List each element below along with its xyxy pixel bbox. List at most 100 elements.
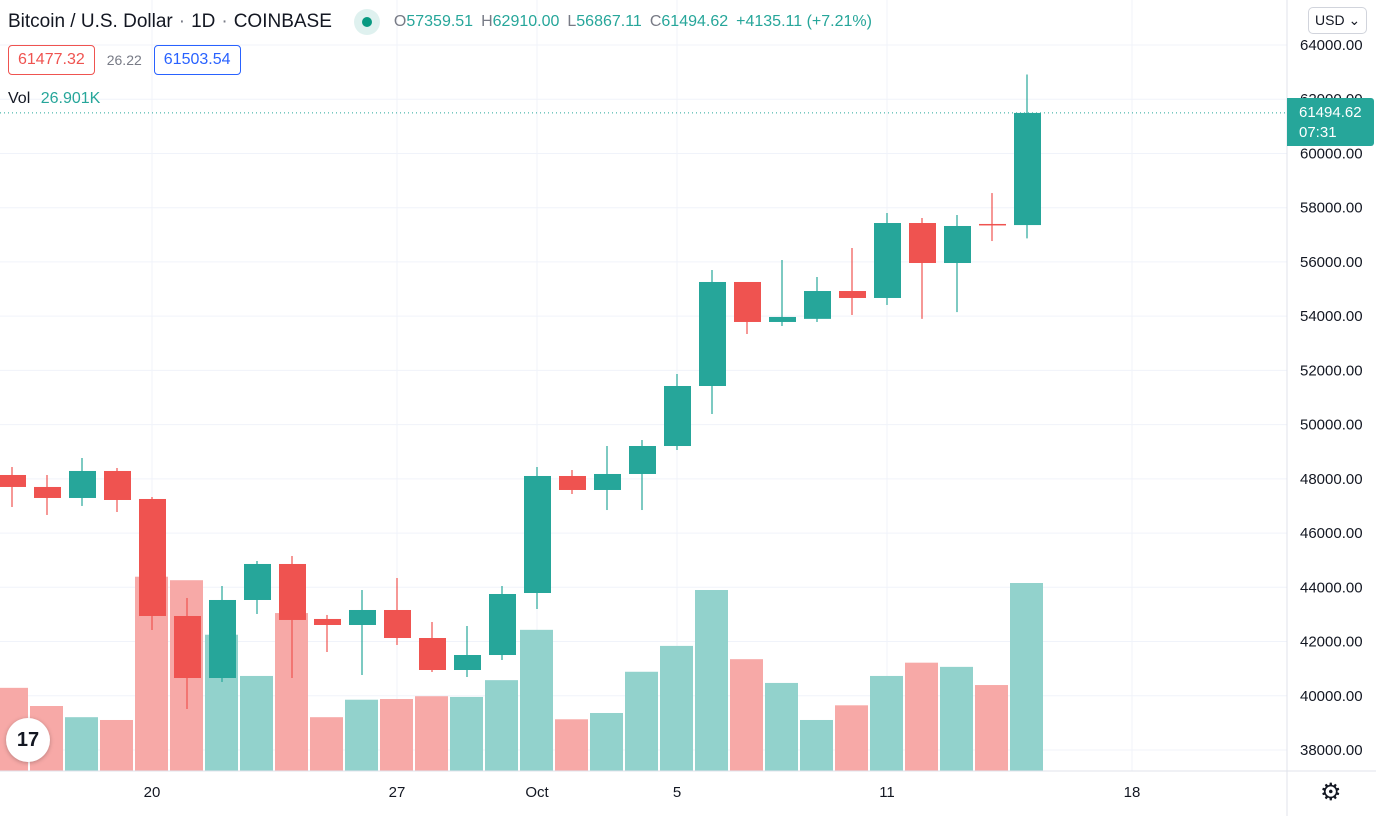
volume-bar [660, 645, 693, 771]
volume-bar [905, 662, 938, 771]
last-price-label: 61494.62 07:31 [1287, 98, 1374, 146]
close-label: C [649, 13, 662, 30]
candle-body [839, 291, 866, 298]
time-tick-label: 18 [1124, 784, 1141, 801]
volume-bar [520, 629, 553, 771]
separator: · [221, 11, 228, 32]
candle-body [0, 474, 26, 487]
time-tick-label: 20 [144, 784, 161, 801]
volume-bar [380, 699, 413, 771]
volume-bar [975, 685, 1008, 771]
candle-body [454, 655, 481, 671]
volume-bar [870, 675, 903, 771]
volume-bar [240, 675, 273, 771]
candle-body [384, 609, 411, 639]
candle-body [804, 291, 831, 319]
candle-body [979, 223, 1006, 226]
price-tick-label: 52000.00 [1300, 362, 1363, 379]
candle-body [909, 223, 936, 264]
chart-legend: Bitcoin / U.S. Dollar · 1D · COINBASE O5… [8, 9, 880, 35]
sell-button[interactable]: 61477.32 [8, 45, 95, 75]
volume-bar [345, 699, 378, 771]
interval[interactable]: 1D [191, 11, 216, 32]
candle-body [944, 225, 971, 264]
volume-bar [65, 717, 98, 771]
price-tick-label: 56000.00 [1300, 254, 1363, 271]
volume-bar [800, 719, 833, 771]
price-tick-label: 40000.00 [1300, 688, 1363, 705]
volume-bar [450, 696, 483, 771]
volume-bar [100, 719, 133, 771]
candle-body [559, 475, 586, 490]
volume-bar [415, 696, 448, 771]
volume-bar [310, 717, 343, 771]
volume-bar [625, 671, 658, 771]
bar-countdown: 07:31 [1299, 124, 1337, 141]
chevron-down-icon: ⌄ [1348, 12, 1361, 28]
volume-bar [695, 589, 728, 771]
symbol-title[interactable]: Bitcoin / U.S. Dollar [8, 11, 173, 32]
open-value: 57359.51 [406, 13, 474, 30]
low-value: 56867.11 [576, 13, 642, 30]
volume-legend: Vol 26.901K [8, 90, 100, 108]
tradingview-logo-icon[interactable]: 17 [6, 718, 50, 762]
candle-body [104, 470, 131, 500]
buy-button[interactable]: 61503.54 [153, 45, 241, 75]
candle-body [734, 281, 761, 322]
gear-icon[interactable]: ⚙ [1320, 779, 1342, 806]
open-label: O [393, 13, 407, 30]
candle-body [279, 563, 306, 620]
candle-body [594, 473, 621, 490]
candle-body [139, 498, 166, 616]
time-tick-label: Oct [525, 784, 549, 801]
currency-select[interactable]: USD ⌄ [1308, 7, 1368, 34]
low-label: L [567, 13, 577, 30]
candle-body [664, 385, 691, 447]
volume-bar [590, 712, 623, 771]
price-tick-label: 48000.00 [1300, 471, 1363, 488]
price-tick-label: 60000.00 [1300, 145, 1363, 162]
volume-bar [835, 705, 868, 771]
volume-label: Vol [8, 90, 31, 107]
candle-body [209, 599, 236, 678]
price-tick-label: 46000.00 [1300, 525, 1363, 542]
volume-bar [940, 666, 973, 771]
spread: 26.22 [106, 52, 142, 68]
candle-body [174, 615, 201, 678]
candle-body [69, 470, 96, 498]
price-tick-label: 38000.00 [1300, 742, 1363, 759]
price-tick-label: 64000.00 [1300, 37, 1363, 54]
price-tick-label: 44000.00 [1300, 579, 1363, 596]
market-status-icon[interactable] [353, 9, 380, 35]
candle-body [489, 593, 516, 656]
quote-row: 61477.32 26.22 61503.54 [8, 45, 241, 75]
price-tick-label: 50000.00 [1300, 417, 1363, 434]
price-tick-label: 58000.00 [1300, 200, 1363, 217]
candle-body [314, 618, 341, 625]
volume-bar [765, 682, 798, 771]
price-tick-label: 54000.00 [1300, 308, 1363, 325]
volume-bar [1010, 583, 1043, 771]
candle-body [1014, 112, 1041, 226]
candle-body [34, 486, 61, 498]
volume-bar [555, 719, 588, 771]
last-price: 61494.62 [1299, 104, 1362, 121]
time-tick-label: 5 [673, 784, 681, 801]
time-tick-label: 11 [879, 784, 895, 801]
separator: · [178, 11, 186, 32]
candle-body [699, 281, 726, 386]
high-label: H [481, 13, 493, 30]
candle-body [244, 563, 271, 600]
candle-body [769, 316, 796, 322]
price-tick-label: 42000.00 [1300, 634, 1363, 651]
volume-value: 26.901K [40, 90, 101, 107]
close-value: 61494.62 [661, 13, 729, 30]
candle-body [524, 475, 551, 593]
volume-bar [485, 680, 518, 771]
candle-body [629, 446, 656, 474]
candle-body [419, 638, 446, 671]
currency-label: USD [1315, 12, 1345, 28]
candle-body [874, 223, 901, 298]
time-tick-label: 27 [389, 784, 406, 801]
